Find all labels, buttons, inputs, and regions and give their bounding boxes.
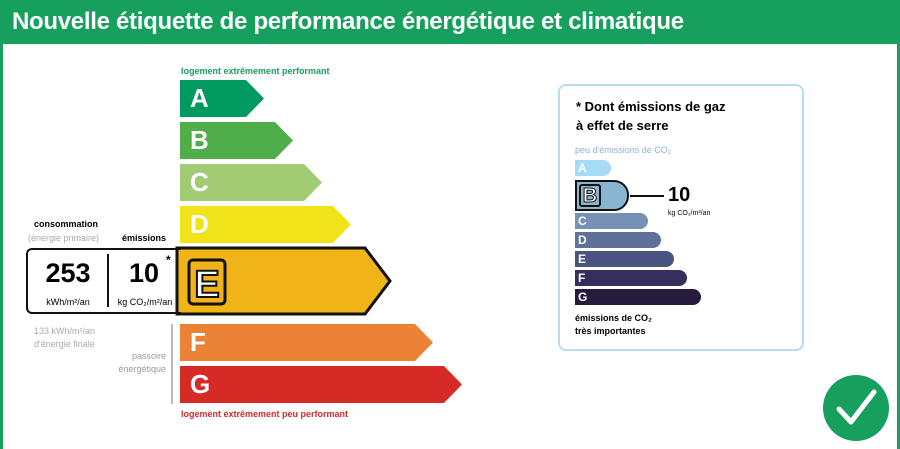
consumption-label: consommation (34, 219, 99, 229)
ghg-class-c: C (575, 213, 648, 229)
consumption-unit: kWh/m²/an (46, 297, 90, 307)
emissions-unit: kg CO₂/m²/an (117, 297, 173, 307)
energy-class-c: C (180, 164, 322, 201)
emissions-value: 10 (128, 258, 160, 288)
top-scale-label: logement extrêmement performant (181, 66, 330, 76)
ghg-class-e: E (575, 251, 674, 267)
asterisk: * (166, 253, 171, 267)
values-divider (107, 254, 109, 307)
page-title: Nouvelle étiquette de performance énergé… (0, 0, 900, 44)
energy-class-f: F (180, 324, 433, 361)
ghg-value: 10 (668, 184, 691, 206)
energy-class-a: A (180, 80, 264, 117)
energy-class-b: B (180, 122, 293, 159)
ghg-class-g: G (575, 289, 701, 305)
energy-class-e-current: E (175, 246, 392, 316)
passoire-label: passoire énergétique (118, 351, 166, 374)
ghg-class-d: D (575, 232, 661, 248)
final-energy: 133 kWh/m²/an d'énergie finale (34, 326, 96, 349)
ghg-unit: kg CO₂/m²/an (668, 210, 711, 217)
ghg-pointer-line (630, 195, 664, 197)
ghg-class-b-letter: B (579, 184, 601, 207)
bottom-scale-label: logement extrêmement peu performant (181, 409, 349, 419)
ghg-class-f: F (575, 270, 687, 286)
consumption-sublabel: (énergie primaire) (28, 233, 100, 243)
ghg-panel (558, 84, 804, 351)
consumption-value: 253 (45, 258, 91, 288)
ghg-title: * Dont émissions de gaz à effet de serre (576, 99, 726, 133)
energy-class-e-letter: E (194, 264, 219, 306)
energy-class-g: G (180, 366, 462, 403)
emissions-label: émissions (122, 233, 167, 243)
ghg-class-b-current: B (575, 180, 629, 211)
passoire-divider (171, 324, 173, 404)
checkmark-icon (823, 375, 889, 441)
values-box (26, 248, 181, 314)
ghg-class-a: A (575, 160, 611, 176)
ghg-top-label: peu d'émissions de CO₂ (575, 145, 672, 155)
energy-class-d: D (180, 206, 351, 243)
ghg-bottom-label: émissions de CO₂ très importantes (575, 313, 653, 336)
label-frame (0, 44, 900, 449)
